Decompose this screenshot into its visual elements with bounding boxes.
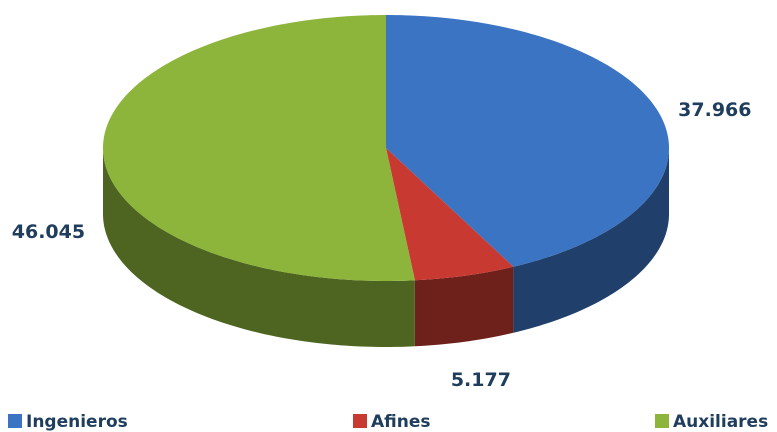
slice-side <box>414 266 514 347</box>
value-label: 37.966 <box>678 99 751 121</box>
legend-swatch <box>655 414 669 428</box>
slice-side <box>103 148 415 347</box>
legend-swatch <box>353 414 367 428</box>
slice <box>103 15 415 281</box>
legend-swatch <box>8 414 22 428</box>
slice <box>386 15 669 267</box>
legend-label: Afines <box>371 412 431 432</box>
value-label: 5.177 <box>451 369 511 391</box>
legend-label: Auxiliares <box>673 412 768 432</box>
slice-side <box>513 148 669 333</box>
slice <box>386 148 514 281</box>
legend-label: Ingenieros <box>26 412 128 432</box>
value-label: 46.045 <box>12 221 85 243</box>
